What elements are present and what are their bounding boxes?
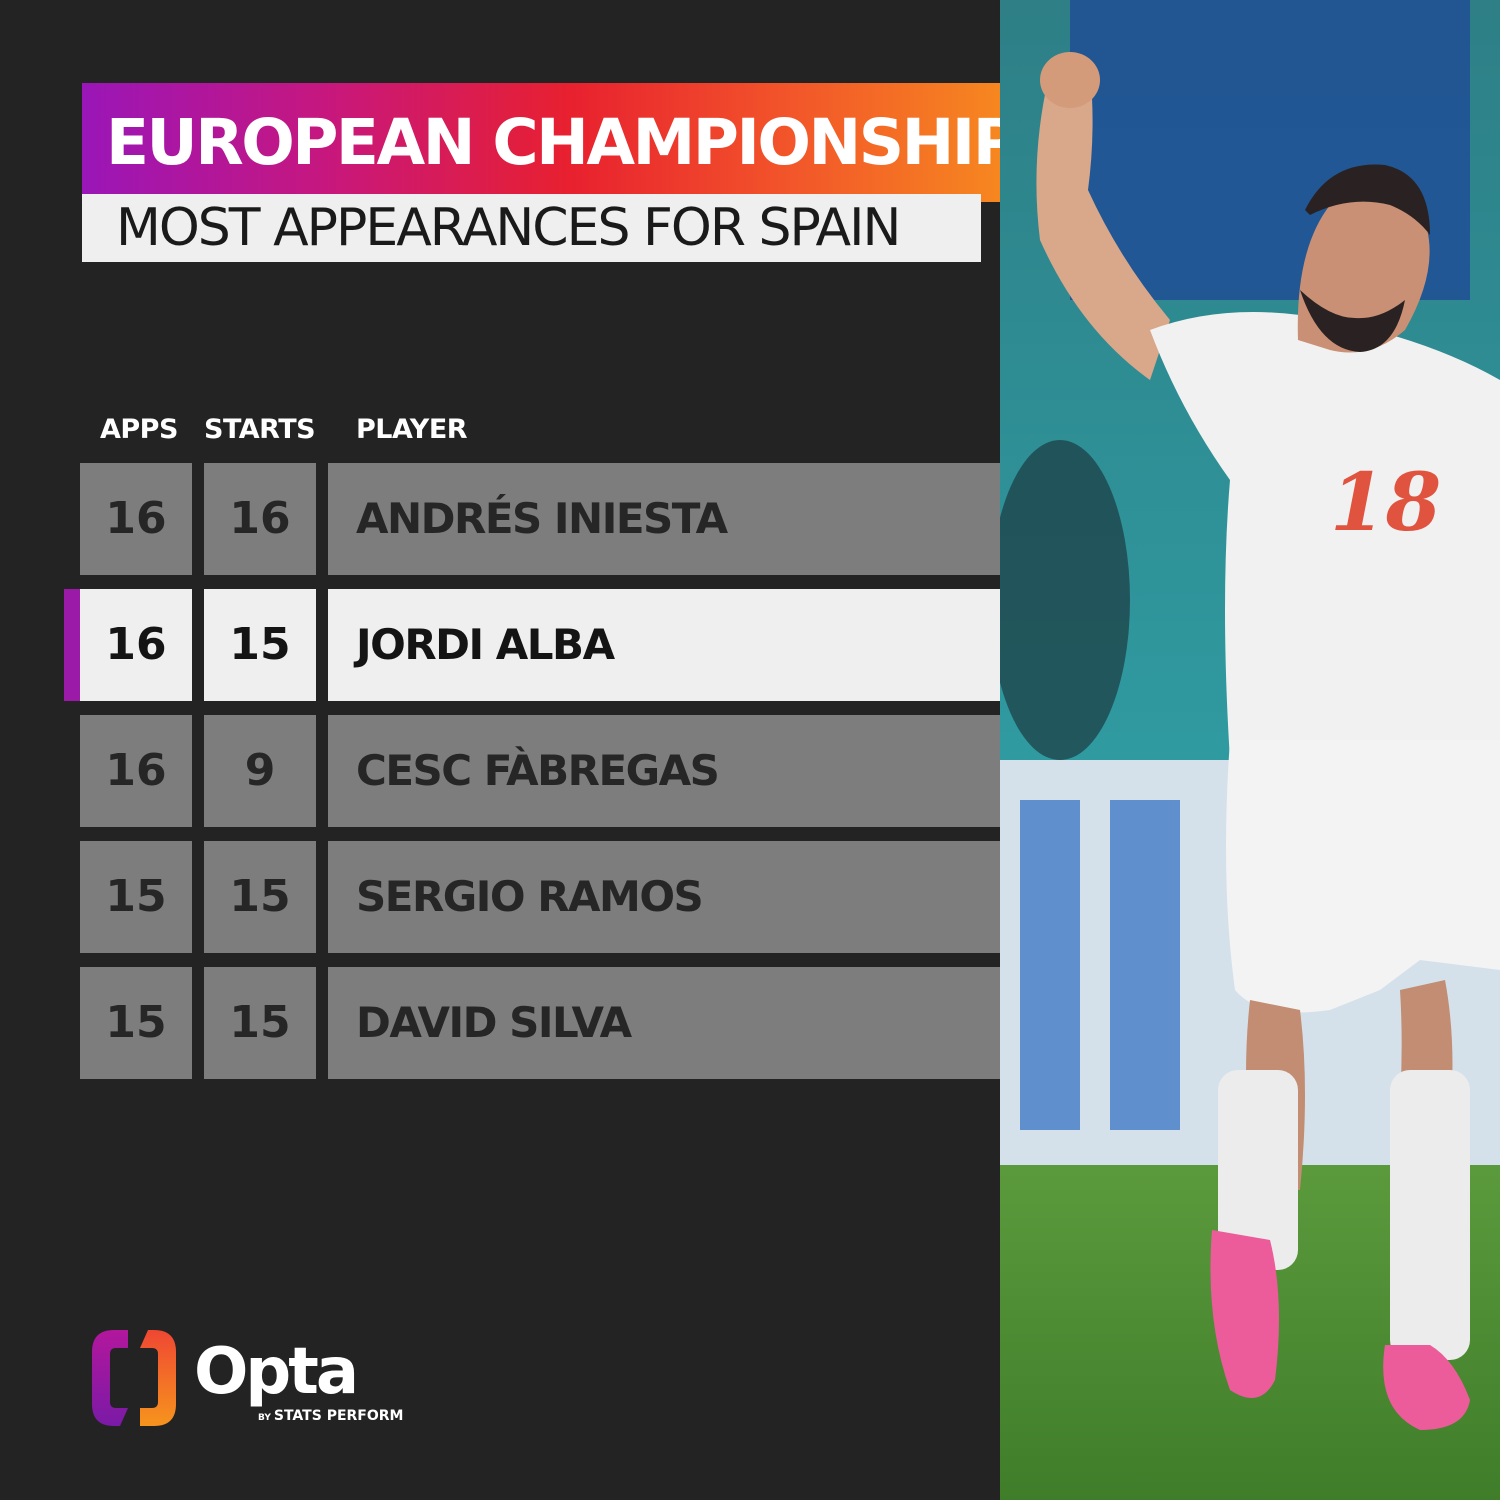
starts-value: 16 [204, 463, 316, 575]
table-row: 15 15 SERGIO RAMOS [0, 841, 1000, 953]
opta-logo: Opta BY STATS PERFORM [90, 1328, 403, 1428]
apps-value: 16 [80, 715, 192, 827]
table-row: 15 15 DAVID SILVA [0, 967, 1000, 1079]
table-row: 16 9 CESC FÀBREGAS [0, 715, 1000, 827]
shirt-number: 18 [1330, 455, 1441, 549]
player-name: SERGIO RAMOS [328, 841, 1000, 953]
starts-value: 15 [204, 967, 316, 1079]
starts-value: 9 [204, 715, 316, 827]
starts-value: 15 [204, 589, 316, 701]
highlight-accent-bar [64, 589, 80, 701]
player-photo: 18 [1000, 0, 1500, 1500]
player-name: JORDI ALBA [328, 589, 1000, 701]
table-row: 16 15 JORDI ALBA [0, 589, 1000, 701]
subtitle-box: MOST APPEARANCES FOR SPAIN [82, 194, 981, 262]
title-banner: EUROPEAN CHAMPIONSHIP [82, 83, 1057, 202]
column-header-starts: STARTS [204, 414, 316, 445]
opta-wordmark: Opta [194, 1335, 359, 1409]
player-name: ANDRÉS INIESTA [328, 463, 1000, 575]
table-row: 16 16 ANDRÉS INIESTA [0, 463, 1000, 575]
column-header-player: PLAYER [356, 414, 468, 445]
starts-value: 15 [204, 841, 316, 953]
apps-value: 16 [80, 589, 192, 701]
page-title: EUROPEAN CHAMPIONSHIP [106, 106, 1019, 179]
apps-value: 15 [80, 841, 192, 953]
apps-value: 15 [80, 967, 192, 1079]
player-name: DAVID SILVA [328, 967, 1000, 1079]
player-name: CESC FÀBREGAS [328, 715, 1000, 827]
opta-tagline: BY STATS PERFORM [258, 1408, 404, 1424]
column-header-apps: APPS [100, 414, 178, 445]
opta-logo-icon [92, 1330, 176, 1426]
page-subtitle: MOST APPEARANCES FOR SPAIN [116, 198, 901, 258]
apps-value: 16 [80, 463, 192, 575]
